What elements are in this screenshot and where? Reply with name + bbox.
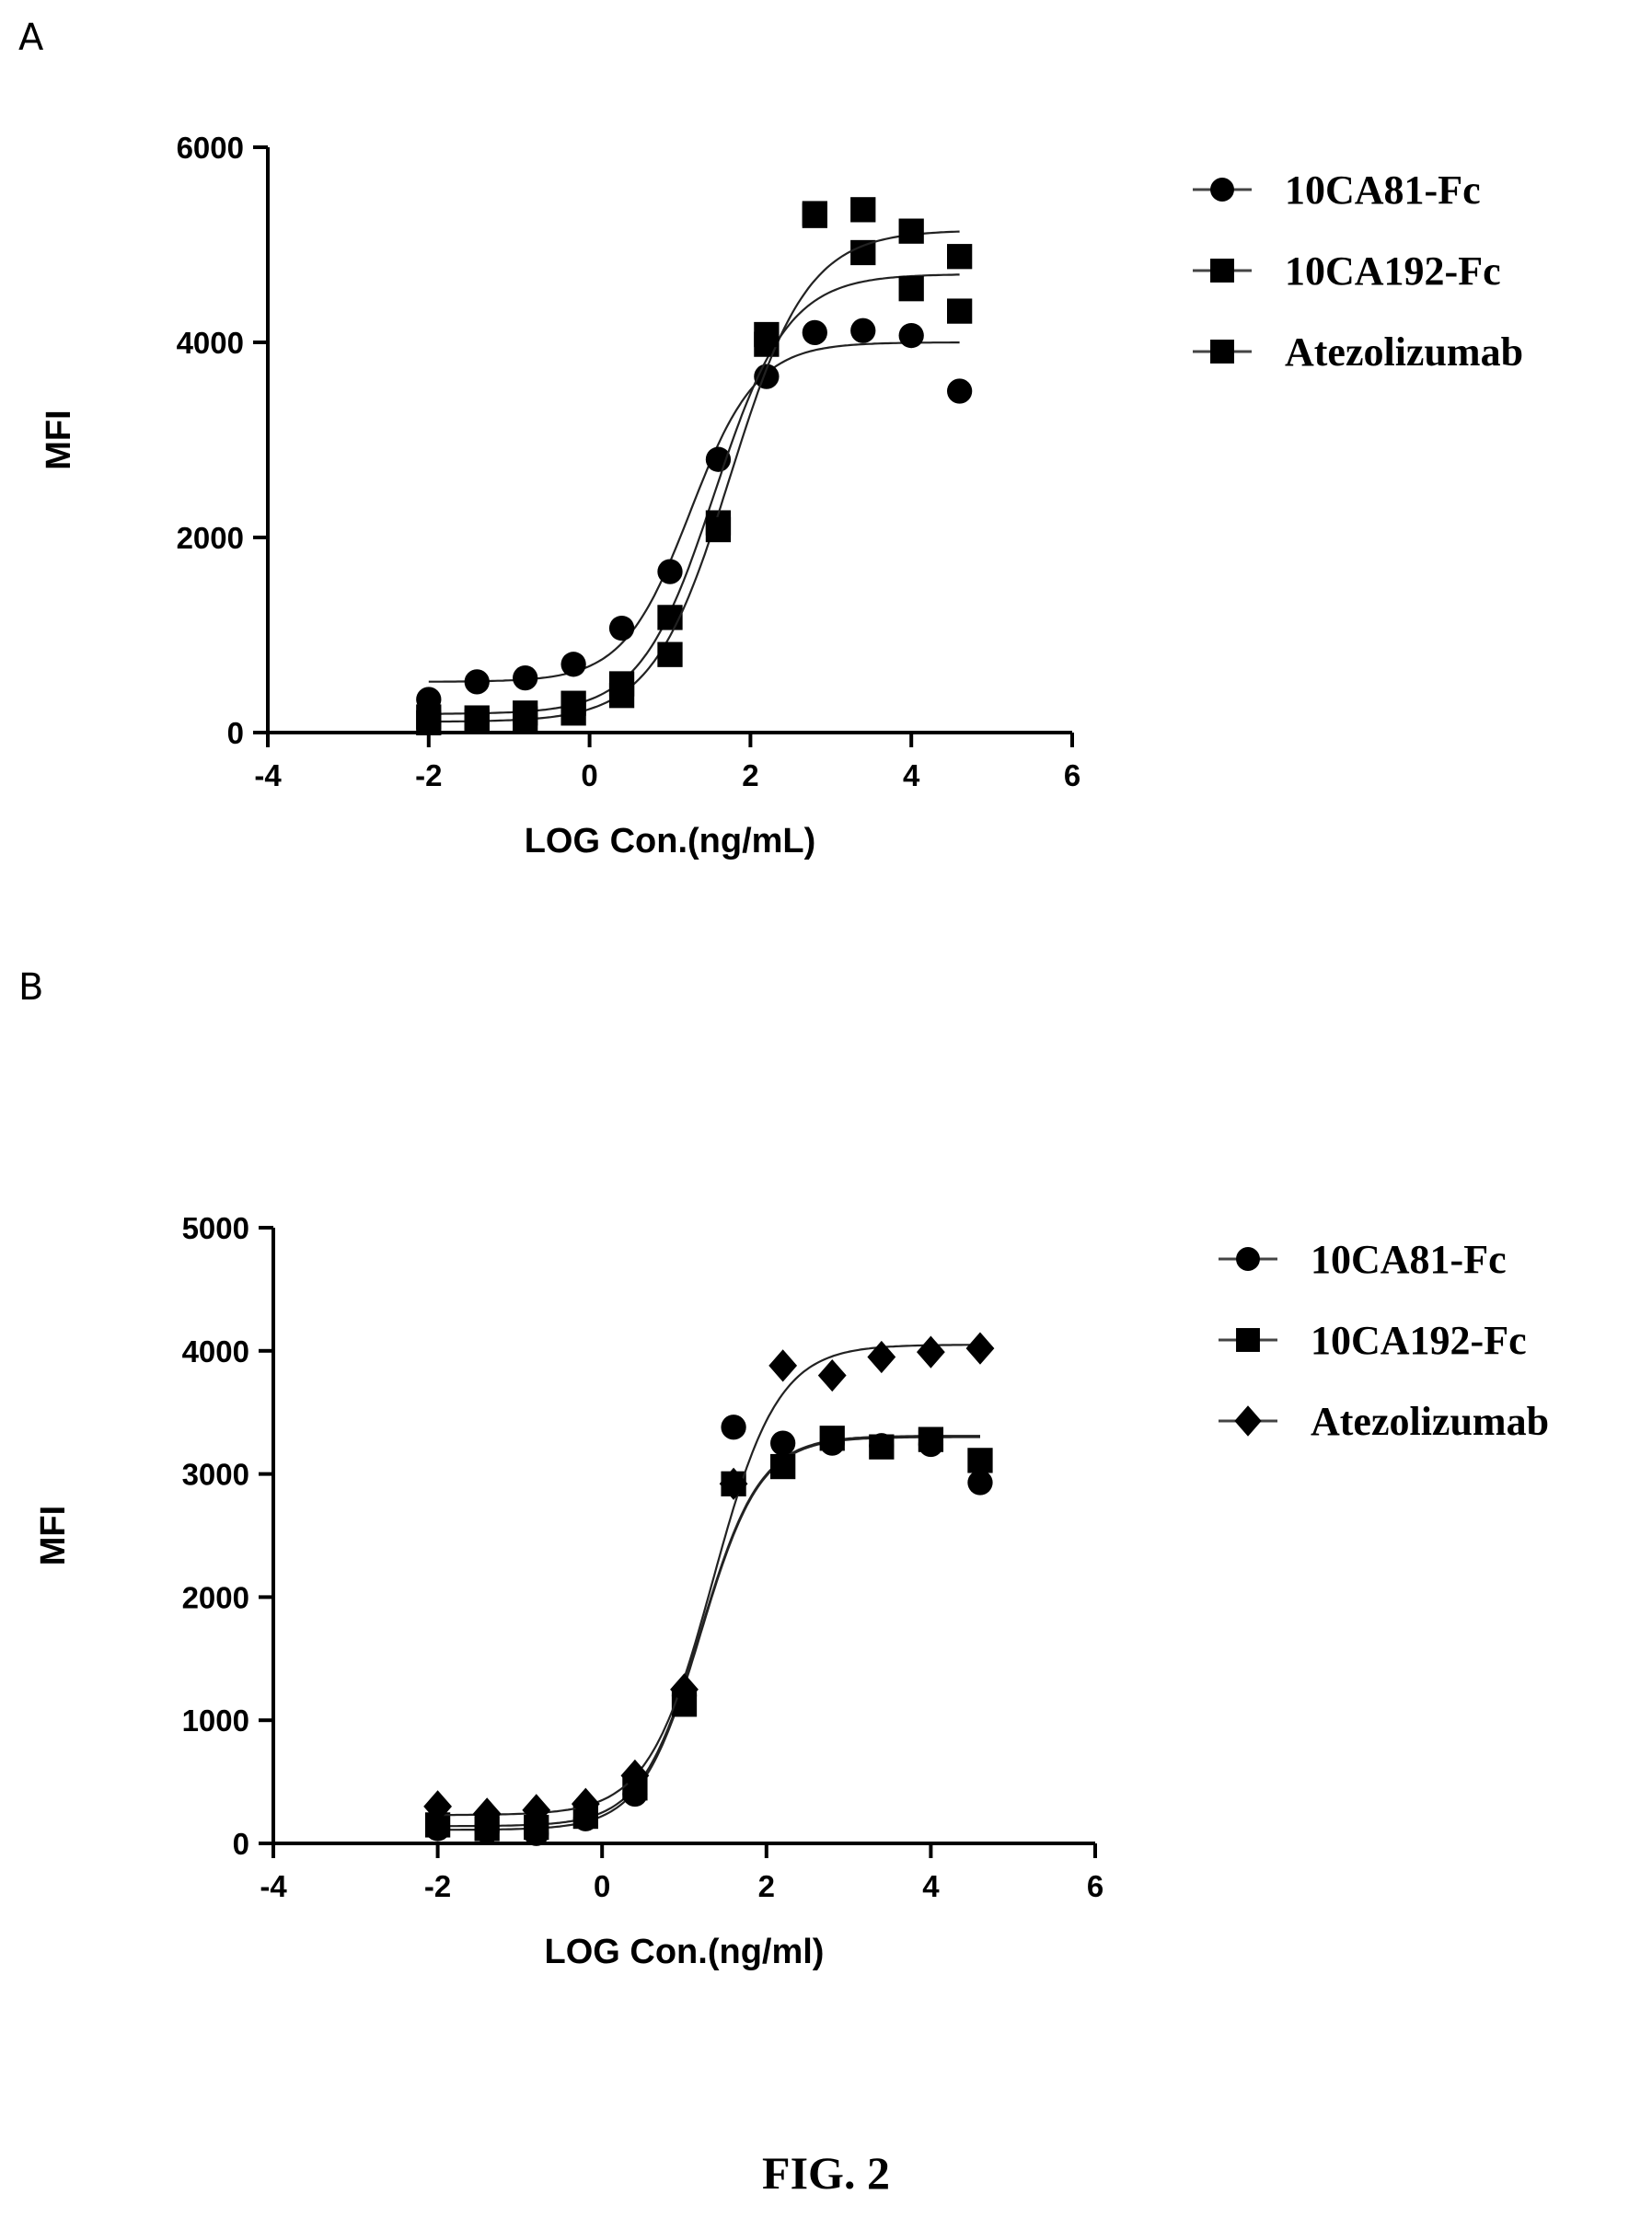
x-tick-label: 4	[903, 758, 920, 792]
data-point	[947, 378, 973, 404]
data-point	[898, 322, 924, 349]
y-axis-title: MFI	[34, 1506, 73, 1565]
legend-label: 10CA192-Fc	[1285, 248, 1501, 294]
fit-curve	[437, 1436, 980, 1831]
legend-marker	[1210, 178, 1234, 202]
fit-curve	[428, 273, 960, 715]
legend-label: 10CA192-Fc	[1311, 1318, 1527, 1363]
data-point	[608, 683, 635, 709]
data-point	[754, 321, 780, 348]
x-tick-label: 0	[581, 758, 597, 792]
data-point	[819, 1426, 845, 1451]
x-axis-title: LOG Con.(ng/ml)	[545, 1933, 825, 1971]
data-point	[705, 446, 732, 472]
data-point	[513, 665, 538, 691]
fit-curve	[428, 341, 960, 683]
panel-label-b: B	[18, 966, 44, 1009]
data-point	[560, 700, 586, 726]
data-point	[657, 559, 683, 584]
y-tick-label: 2000	[177, 521, 244, 555]
data-point	[918, 1426, 944, 1452]
data-point	[850, 197, 876, 223]
y-tick-label: 0	[227, 716, 244, 750]
data-point	[869, 1434, 895, 1460]
y-tick-label: 3000	[182, 1458, 249, 1492]
y-tick-label: 6000	[177, 131, 244, 165]
data-point	[416, 710, 442, 736]
y-tick-label: 4000	[182, 1334, 249, 1369]
y-tick-label: 4000	[177, 326, 244, 360]
fit-curve	[437, 1435, 980, 1828]
legend-marker	[1236, 1247, 1260, 1271]
data-point	[817, 1358, 847, 1392]
data-point	[464, 709, 490, 734]
data-point	[620, 1759, 650, 1793]
data-point	[513, 706, 538, 732]
y-tick-label: 0	[233, 1827, 249, 1861]
data-point	[947, 244, 973, 270]
panel-label-a: A	[18, 17, 44, 59]
legend-label: 10CA81-Fc	[1311, 1237, 1507, 1282]
chart-a: -4 -2 0 2 4 6 0 2000 4000 6000 LOG Con.(ng/mL) MFI 1…	[40, 131, 1523, 860]
chart-b: -4 -2 0 2 4 6 0 1000 2000 3000 4000 5000 LOG Con.(ng…	[34, 1211, 1549, 1971]
data-point	[967, 1470, 993, 1496]
fit-curve	[437, 1344, 981, 1817]
x-axis-title: LOG Con.(ng/mL)	[525, 822, 816, 860]
x-tick-label: -2	[415, 758, 442, 792]
data-point	[850, 318, 876, 343]
data-point	[770, 1430, 796, 1456]
data-point	[560, 652, 586, 677]
figure-caption: FIG. 2	[762, 2147, 890, 2199]
data-point	[768, 1349, 798, 1382]
data-point	[802, 201, 827, 226]
data-point	[423, 1790, 452, 1823]
data-point	[464, 669, 490, 695]
legend-marker	[1210, 340, 1234, 364]
y-tick-label: 5000	[182, 1211, 249, 1245]
data-point	[965, 1332, 995, 1365]
legend-marker	[1210, 259, 1234, 283]
data-point	[917, 1335, 945, 1369]
x-tick-label: 6	[1087, 1869, 1103, 1903]
data-point	[705, 516, 732, 543]
data-point	[608, 615, 635, 641]
data-point	[472, 1797, 502, 1831]
data-point	[522, 1794, 551, 1827]
x-tick-label: 4	[922, 1869, 940, 1903]
y-tick-label: 1000	[182, 1704, 249, 1738]
x-tick-label: -4	[254, 758, 282, 792]
fit-curve	[428, 230, 960, 723]
data-point	[571, 1787, 600, 1820]
data-point	[802, 319, 827, 346]
x-tick-label: 2	[758, 1869, 775, 1903]
y-tick-label: 2000	[182, 1580, 249, 1614]
x-tick-label: -2	[424, 1869, 451, 1903]
data-point	[967, 1448, 993, 1473]
data-point	[898, 218, 924, 244]
x-tick-label: -4	[260, 1869, 287, 1903]
y-axis-title: MFI	[40, 410, 78, 469]
legend-label: Atezolizumab	[1285, 329, 1523, 375]
legend-marker	[1234, 1405, 1262, 1437]
data-point	[898, 276, 924, 302]
x-tick-label: 0	[594, 1869, 610, 1903]
data-point	[657, 641, 683, 667]
data-point	[947, 298, 973, 324]
x-tick-label: 6	[1064, 758, 1080, 792]
legend-label: Atezolizumab	[1311, 1399, 1549, 1444]
data-point	[721, 1415, 746, 1440]
data-point	[770, 1453, 796, 1480]
data-point	[719, 1467, 748, 1500]
x-tick-label: 2	[742, 758, 758, 792]
legend-label: 10CA81-Fc	[1285, 167, 1481, 213]
legend-marker	[1236, 1328, 1260, 1352]
data-point	[850, 239, 876, 266]
